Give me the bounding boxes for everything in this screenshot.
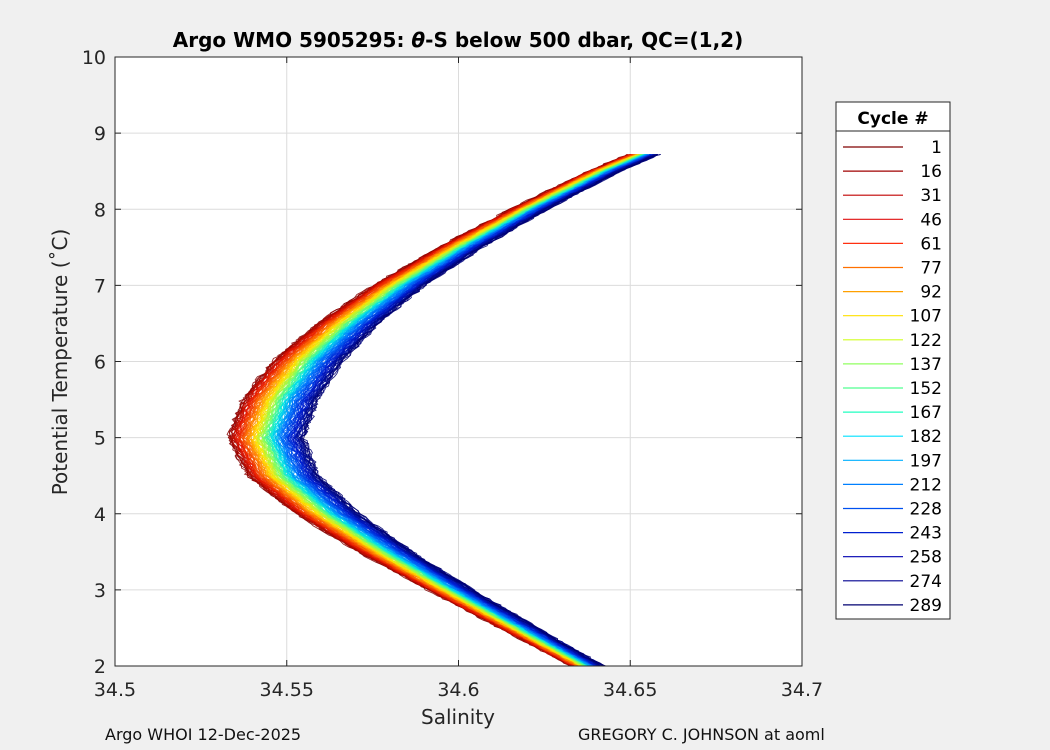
y-tick-label: 10	[82, 47, 106, 69]
y-tick-label: 9	[94, 123, 106, 145]
legend-label: 228	[910, 500, 942, 520]
legend-label: 16	[920, 162, 942, 182]
legend-label: 197	[910, 451, 942, 471]
x-tick-label: 34.65	[603, 679, 657, 701]
profile-line	[302, 154, 658, 667]
profile-line	[298, 153, 661, 667]
legend-items: 1 16 31 46 61 77 92 107 122 137 152 167 182 197 212 228…	[843, 138, 942, 616]
y-tick-label: 6	[94, 352, 106, 374]
legend-label: 1	[931, 138, 942, 158]
footer-left-text: Argo WHOI 12-Dec-2025	[105, 725, 302, 744]
legend-label: 212	[910, 475, 942, 495]
x-axis-label: Salinity	[421, 705, 495, 729]
x-tick-label: 34.7	[781, 679, 823, 701]
legend-label: 137	[910, 355, 942, 375]
legend-label: 152	[910, 379, 942, 399]
legend-label: 46	[920, 210, 942, 230]
y-tick-label: 2	[94, 656, 106, 678]
y-tick-label: 3	[94, 580, 106, 602]
legend-label: 61	[920, 234, 942, 254]
legend-label: 122	[910, 331, 942, 351]
y-axis-label: Potential Temperature (˚C)	[48, 229, 72, 496]
x-tick-label: 34.5	[94, 679, 136, 701]
profile-line	[246, 154, 637, 667]
legend-label: 77	[920, 259, 942, 279]
legend-label: 243	[910, 524, 942, 544]
legend-label: 31	[920, 186, 942, 206]
profile-line	[283, 153, 650, 667]
legend-label: 258	[910, 548, 942, 568]
x-tick-label: 34.6	[437, 679, 479, 701]
legend-label: 92	[920, 283, 942, 303]
series-layer	[226, 153, 661, 667]
legend-label: 107	[910, 307, 942, 327]
y-tick-label: 4	[94, 504, 106, 526]
legend-title: Cycle #	[857, 109, 928, 129]
legend-label: 289	[910, 596, 942, 616]
y-tick-label: 8	[94, 199, 106, 221]
ticks: 34.5 34.55 34.6 34.65 34.7 2 3 4 5 6 7 8 9 10	[82, 47, 823, 701]
y-tick-label: 5	[94, 428, 106, 450]
x-tick-label: 34.55	[260, 679, 314, 701]
legend: Cycle # 11631466177921071221371521671821…	[835, 101, 951, 620]
chart-title: Argo WMO 5905295: θ-S below 500 dbar, QC…	[173, 28, 743, 52]
footer-right-text: GREGORY C. JOHNSON at aoml	[578, 725, 825, 744]
y-tick-label: 7	[94, 275, 106, 297]
legend-label: 182	[910, 427, 942, 447]
legend-label: 274	[910, 572, 942, 592]
legend-label: 167	[910, 403, 942, 423]
